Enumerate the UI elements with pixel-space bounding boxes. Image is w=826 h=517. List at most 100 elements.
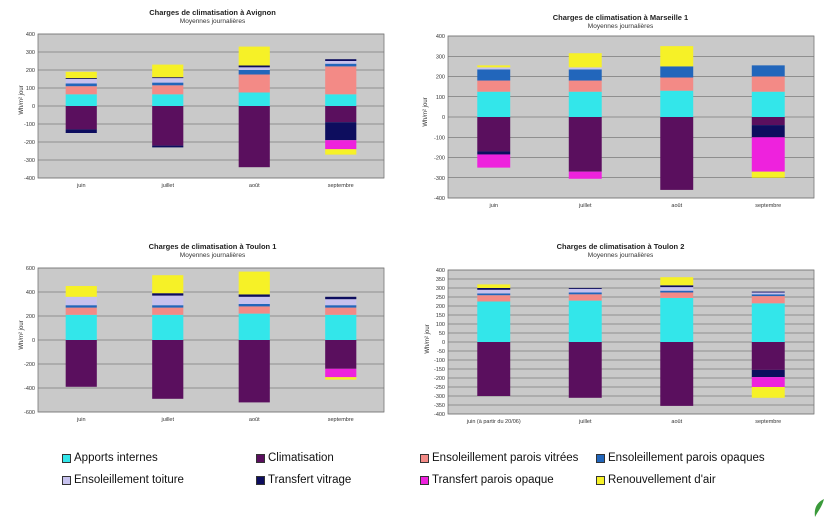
- bar-segment: [325, 63, 357, 67]
- chart-title: Charges de climatisation à Avignon: [149, 8, 276, 17]
- bar-segment: [238, 67, 270, 70]
- y-tick-label: -300: [434, 176, 445, 182]
- legend-item: Ensoleillement parois vitrées: [420, 452, 578, 464]
- bar-segment: [660, 77, 694, 91]
- bar-segment: [152, 305, 184, 308]
- bar-segment: [325, 59, 357, 61]
- y-tick-label: 300: [26, 50, 35, 56]
- y-tick-label: 150: [436, 313, 445, 319]
- y-tick-label: -400: [434, 196, 445, 202]
- bar-segment: [238, 65, 270, 68]
- x-tick-label: juillet: [578, 203, 592, 209]
- y-tick-label: 0: [442, 340, 445, 346]
- bar-segment: [751, 387, 785, 398]
- bar-segment: [751, 292, 785, 295]
- bar-segment: [751, 137, 785, 172]
- bar-segment: [325, 340, 357, 369]
- chart-panel-toulon2: Charges de climatisation à Toulon 2 Moye…: [418, 240, 823, 430]
- y-tick-label: 100: [436, 95, 445, 101]
- y-tick-label: -200: [434, 156, 445, 162]
- bar-segment: [751, 65, 785, 77]
- bar-segment: [751, 342, 785, 370]
- bar-segment: [325, 106, 357, 123]
- bar-segment: [238, 92, 270, 106]
- x-tick-label: août: [249, 417, 260, 423]
- y-tick-label: 200: [26, 314, 35, 320]
- bar-segment: [751, 296, 785, 304]
- bar-segment: [152, 340, 184, 399]
- bar-segment: [568, 288, 602, 293]
- y-tick-label: 600: [26, 266, 35, 272]
- bar-segment: [65, 129, 97, 133]
- bar-segment: [152, 85, 184, 95]
- chart-subtitle: Moyennes journalières: [179, 18, 246, 25]
- bar-segment: [152, 145, 184, 148]
- chart-subtitle: Moyennes journalières: [587, 252, 654, 259]
- bar-segment: [238, 106, 270, 168]
- bar-segment: [568, 288, 602, 289]
- bar-segment: [660, 297, 694, 342]
- y-tick-label: 400: [436, 34, 445, 40]
- legend-swatch: [420, 453, 429, 463]
- legend-swatch: [62, 475, 71, 485]
- bar-segment: [660, 290, 694, 293]
- x-tick-label: juin (à partir du 20/06): [466, 419, 521, 425]
- bar-segment: [325, 296, 357, 300]
- bar-segment: [568, 342, 602, 398]
- legend-swatch: [256, 453, 265, 463]
- legend-label: Ensoleillement toiture: [74, 474, 184, 486]
- bar-segment: [65, 78, 97, 79]
- bar-segment: [65, 106, 97, 130]
- y-tick-label: 400: [26, 290, 35, 296]
- bar-segment: [568, 117, 602, 172]
- bar-segment: [152, 77, 184, 79]
- bar-segment: [751, 369, 785, 378]
- bar-segment: [477, 67, 511, 70]
- y-tick-label: -600: [24, 410, 35, 416]
- legend-swatch: [596, 453, 605, 463]
- bar-segment: [325, 299, 357, 306]
- bar-segment: [152, 78, 184, 83]
- bar-segment: [238, 340, 270, 403]
- x-tick-label: juin: [76, 417, 86, 423]
- chart-svg-toulon2: -400 -350 -300 -250 -200 -150 -100 -50 0 50 100 150…: [434, 268, 815, 425]
- bar-segment: [568, 294, 602, 301]
- bar-segment: [660, 292, 694, 298]
- bar-segment: [238, 70, 270, 75]
- y-tick-label: -400: [24, 386, 35, 392]
- plot-border: [37, 33, 385, 179]
- y-tick-label: -300: [24, 158, 35, 164]
- bar-segment: [751, 117, 785, 126]
- chart-panel-toulon1: Charges de climatisation à Toulon 1 Moye…: [10, 240, 415, 425]
- bar-segment: [568, 91, 602, 117]
- y-tick-label: 0: [32, 338, 35, 344]
- bar-segment: [325, 377, 357, 380]
- bar-segment: [751, 76, 785, 92]
- legend-label: Transfert vitrage: [268, 474, 352, 486]
- bar-segment: [238, 313, 270, 340]
- bar-segment: [660, 117, 694, 190]
- bar-segment: [152, 293, 184, 296]
- bar-segment: [568, 53, 602, 68]
- bar-segment: [152, 275, 184, 294]
- legend-label: Transfert parois opaque: [432, 474, 554, 486]
- bar-segment: [477, 288, 511, 290]
- y-tick-label: -200: [24, 140, 35, 146]
- y-tick-label: 200: [26, 68, 35, 74]
- bar-segment: [477, 295, 511, 302]
- bar-segment: [152, 94, 184, 106]
- bar-segment: [238, 74, 270, 93]
- bar-segment: [325, 305, 357, 308]
- legend-item: Ensoleillement toiture: [62, 474, 184, 486]
- legend-item: Transfert vitrage: [256, 474, 351, 486]
- bar-segment: [751, 91, 785, 117]
- x-tick-label: juillet: [578, 419, 592, 425]
- bar-segment: [238, 271, 270, 295]
- chart-title: Charges de climatisation à Toulon 2: [556, 242, 685, 251]
- chart-panel-avignon: Charges de climatisation à Avignon Moyen…: [10, 5, 415, 200]
- y-tick-label: 400: [436, 268, 445, 274]
- y-tick-label: -200: [434, 376, 445, 382]
- x-tick-label: août: [671, 419, 682, 425]
- bar-segment: [477, 301, 511, 342]
- y-tick-label: 200: [436, 75, 445, 81]
